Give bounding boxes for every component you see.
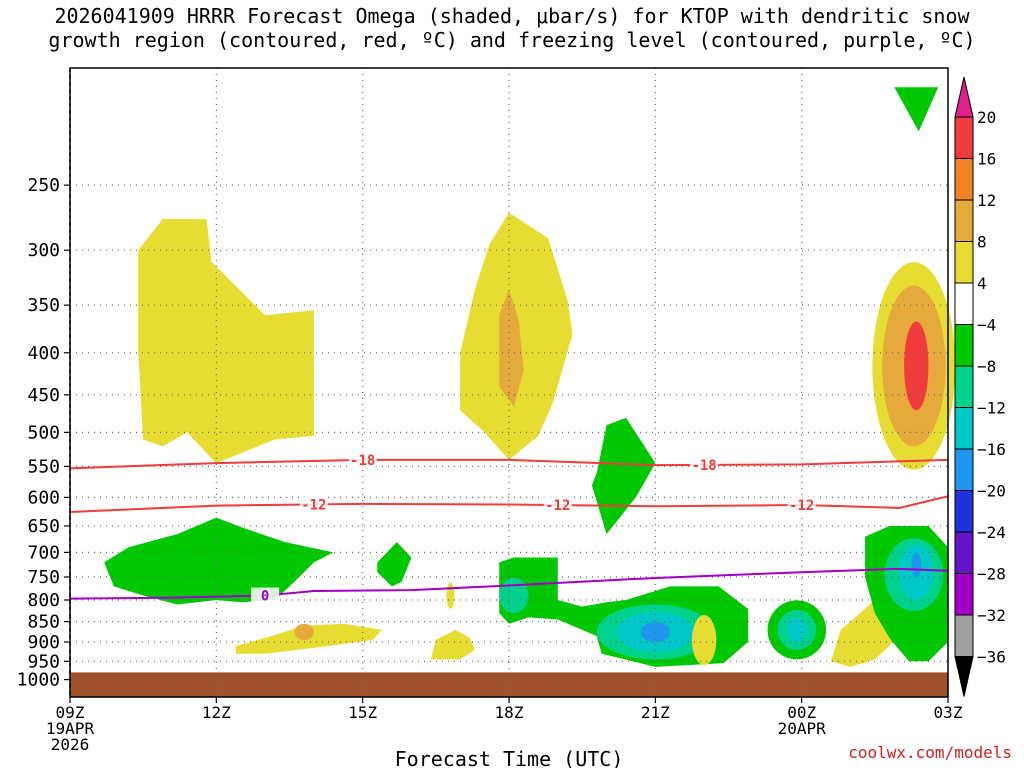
colorbar-segment-9 xyxy=(954,448,974,491)
colorbar-label-7: −12 xyxy=(977,399,1006,418)
x-tick-label-6: 15Z xyxy=(348,703,377,722)
y-tick-label-700: 700 xyxy=(27,542,60,563)
x-tick-year-0: 2026 xyxy=(51,735,90,754)
colorbar-segment-4 xyxy=(954,241,974,284)
colorbar-label-9: −20 xyxy=(977,482,1006,501)
colorbar-label-8: −16 xyxy=(977,440,1006,459)
chart-title: 2026041909 HRRR Forecast Omega (shaded, … xyxy=(0,4,1024,52)
colorbar-label-6: −8 xyxy=(977,357,996,376)
omega-region-upward-2-core xyxy=(499,289,524,407)
colorbar-label-12: −32 xyxy=(977,606,1006,625)
contour-label-bg-0-0 xyxy=(348,451,377,468)
omega-region-upward-3-core xyxy=(904,321,929,411)
y-tick-label-500: 500 xyxy=(27,422,60,443)
colorbar-label-11: −28 xyxy=(977,565,1006,584)
contour-label-bg-0-1 xyxy=(690,456,719,473)
colorbar-segment-11 xyxy=(954,531,974,574)
y-tick-label-850: 850 xyxy=(27,612,60,633)
y-tick-label-900: 900 xyxy=(27,632,60,653)
omega-region-upward-6 xyxy=(446,582,455,609)
x-tick-label-15: 00Z xyxy=(787,703,816,722)
colorbar-segment-0 xyxy=(954,76,974,118)
contour-label-2-0: 0 xyxy=(261,589,269,605)
contour-line-2 xyxy=(69,567,949,600)
y-tick-label-300: 300 xyxy=(27,240,60,261)
omega-region-downward-4-core xyxy=(640,621,670,643)
contour-label-1-1: -12 xyxy=(545,498,570,514)
contour-label-0-0: -18 xyxy=(350,453,375,469)
x-tick-label-9: 18Z xyxy=(495,703,524,722)
y-tick-label-600: 600 xyxy=(27,487,60,508)
colorbar-segment-14 xyxy=(954,656,974,697)
omega-region-downward-2 xyxy=(377,542,412,587)
y-tick-label-950: 950 xyxy=(27,651,60,672)
colorbar-label-2: 12 xyxy=(977,191,996,210)
y-tick-label-400: 400 xyxy=(27,343,60,364)
colorbar-segment-13 xyxy=(954,614,974,657)
colorbar-label-13: −36 xyxy=(977,648,1006,667)
x-axis-title: Forecast Time (UTC) xyxy=(395,747,624,768)
x-tick-sublabel-15: 20APR xyxy=(778,719,827,738)
y-tick-label-250: 250 xyxy=(27,175,60,196)
y-tick-label-550: 550 xyxy=(27,456,60,477)
omega-region-upward-7 xyxy=(691,615,717,666)
y-tick-label-350: 350 xyxy=(27,295,60,316)
contour-label-bg-1-1 xyxy=(543,497,572,514)
colorbar-segment-2 xyxy=(954,158,974,201)
colorbar-segment-7 xyxy=(954,365,974,408)
contour-label-bg-1-0 xyxy=(299,496,328,513)
contour-label-1-0: -12 xyxy=(301,497,326,513)
y-tick-label-1000: 1000 xyxy=(17,670,60,691)
watermark: coolwx.com/models xyxy=(848,743,1012,762)
contour-label-0-1: -18 xyxy=(691,458,716,474)
contour-label-bg-2-0 xyxy=(251,587,280,604)
x-tick-sublabel-0: 19APR xyxy=(46,719,95,738)
omega-region-downward-6-core xyxy=(911,552,922,577)
colorbar-segment-12 xyxy=(954,573,974,616)
colorbar-segment-1 xyxy=(954,116,974,159)
omega-region-downward-1 xyxy=(104,517,334,605)
colorbar-label-5: −4 xyxy=(977,316,996,335)
contour-label-1-2: -12 xyxy=(789,498,814,514)
colorbar-label-10: −24 xyxy=(977,523,1006,542)
y-tick-label-750: 750 xyxy=(27,567,60,588)
omega-region-downward-4-teal xyxy=(499,577,529,614)
omega-region-upward-4-core xyxy=(294,623,314,641)
omega-region-downward-7 xyxy=(894,87,939,132)
colorbar-segment-10 xyxy=(954,490,974,533)
colorbar-label-1: 16 xyxy=(977,150,996,169)
x-tick-label-3: 12Z xyxy=(202,703,231,722)
contour-line-0 xyxy=(69,458,949,470)
x-tick-label-18: 03Z xyxy=(934,703,963,722)
x-tick-label-0: 09Z xyxy=(56,703,85,722)
colorbar-label-4: 4 xyxy=(977,274,987,293)
omega-region-downward-5-core xyxy=(787,617,807,643)
terrain-surface xyxy=(70,672,948,697)
colorbar-segment-5 xyxy=(954,282,974,325)
colorbar-label-3: 8 xyxy=(977,233,987,252)
omega-region-upward-5 xyxy=(430,629,475,660)
contour-label-bg-1-2 xyxy=(787,497,816,514)
contour-line-1 xyxy=(69,495,949,513)
colorbar-segment-6 xyxy=(954,324,974,367)
omega-region-upward-1 xyxy=(138,219,314,464)
y-tick-label-450: 450 xyxy=(27,385,60,406)
x-tick-label-12: 21Z xyxy=(641,703,670,722)
chart-title-line-1: 2026041909 HRRR Forecast Omega (shaded, … xyxy=(54,4,970,28)
colorbar-segment-8 xyxy=(954,407,974,450)
chart-title-line-2: growth region (contoured, red, ºC) and f… xyxy=(48,28,976,52)
y-tick-label-650: 650 xyxy=(27,516,60,537)
colorbar-label-0: 20 xyxy=(977,108,996,127)
y-tick-label-800: 800 xyxy=(27,590,60,611)
colorbar-segment-3 xyxy=(954,199,974,242)
